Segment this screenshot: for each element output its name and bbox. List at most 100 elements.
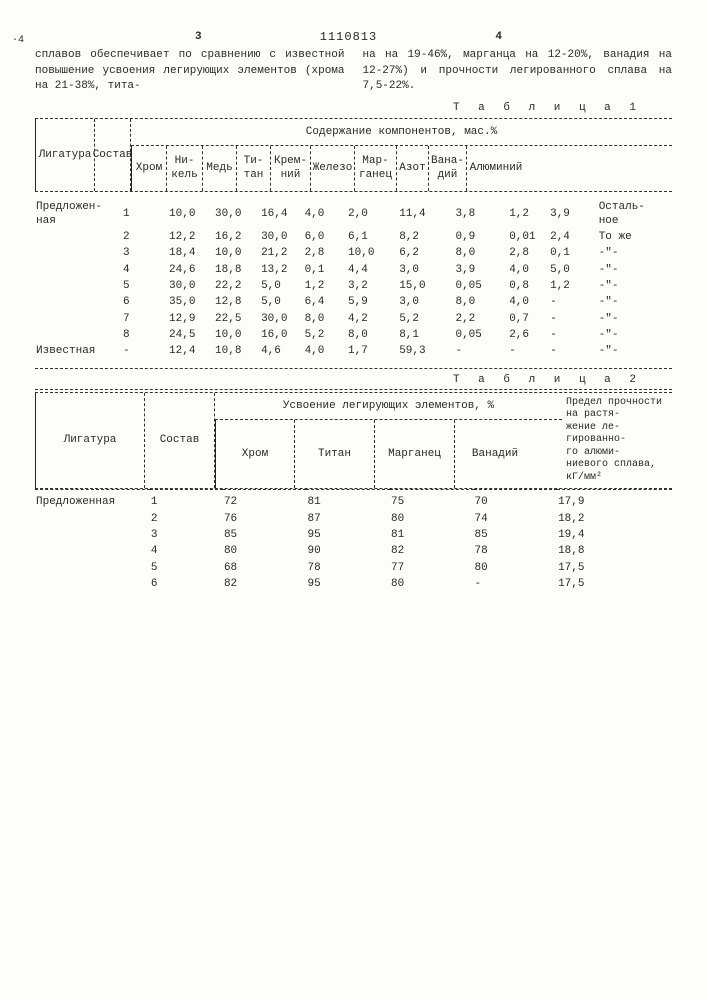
cell: 6,1	[347, 229, 398, 245]
cell: 1,2	[549, 278, 598, 294]
cell: 10,0	[214, 245, 260, 261]
cell: 90	[306, 543, 390, 559]
cell: 21,2	[260, 245, 303, 261]
cell: 18,4	[168, 245, 214, 261]
t2-group-title: Усвоение легирующих элементов, %	[215, 393, 562, 420]
table-row: 530,022,25,01,23,215,00,050,81,2-"-	[35, 278, 672, 294]
cell: 85	[474, 527, 558, 543]
t1-subcol: Вана-дий	[429, 146, 467, 191]
table2-header: Лигатура Состав Усвоение легирующих элем…	[35, 392, 672, 490]
t1-subcol: Мар-ганец	[355, 146, 397, 191]
cell: 81	[390, 527, 474, 543]
margin-mark: ·4	[12, 34, 24, 47]
intro-paragraph: сплавов обеспечивает по сравнению с изве…	[35, 48, 672, 96]
cell: 2,8	[304, 245, 347, 261]
table1-header: Лигатура Состав Содержание компонентов, …	[35, 118, 672, 192]
cell: 74	[474, 511, 558, 527]
row-sostav: 8	[122, 327, 168, 343]
cell: 2,4	[549, 229, 598, 245]
cell: 87	[306, 511, 390, 527]
cell: 8,0	[454, 245, 508, 261]
cell: 3,0	[398, 294, 454, 310]
row-label	[35, 576, 150, 592]
row-sostav: 6	[122, 294, 168, 310]
table-row: 824,510,016,05,28,08,10,052,6--"-	[35, 327, 672, 343]
table-row: Предложен-ная110,030,016,44,02,011,43,81…	[35, 192, 672, 230]
cell: 3,9	[454, 262, 508, 278]
table-row: 56878778017,5	[35, 560, 672, 576]
cell: 10,0	[168, 192, 214, 230]
row-label	[35, 278, 122, 294]
cell: 68	[223, 560, 307, 576]
cell: 16,4	[260, 192, 303, 230]
cell: 78	[474, 543, 558, 559]
row-sostav: 1	[122, 192, 168, 230]
cell: 4,0	[508, 262, 549, 278]
cell: -	[474, 576, 558, 592]
row-sostav: 5	[122, 278, 168, 294]
cell: -"-	[598, 343, 672, 359]
cell: 2,6	[508, 327, 549, 343]
cell: 72	[223, 494, 307, 510]
cell: 3,2	[347, 278, 398, 294]
table-row: 6829580-17,5	[35, 576, 672, 592]
col-number-4: 4	[495, 30, 502, 46]
cell: 6,4	[304, 294, 347, 310]
cell: 77	[390, 560, 474, 576]
cell: 5,0	[260, 278, 303, 294]
table2-label: Т а б л и ц а 2	[35, 373, 672, 387]
cell: 95	[306, 576, 390, 592]
cell: 82	[390, 543, 474, 559]
table-row: Известная-12,410,84,64,01,759,3----"-	[35, 343, 672, 359]
cell: 17,5	[557, 576, 672, 592]
cell: 78	[306, 560, 390, 576]
cell: 8,2	[398, 229, 454, 245]
cell: 16,0	[260, 327, 303, 343]
cell: 35,0	[168, 294, 214, 310]
cell: 81	[306, 494, 390, 510]
cell: 4,6	[260, 343, 303, 359]
cell: 30,0	[168, 278, 214, 294]
row-label: Предложенная	[35, 494, 150, 510]
cell: 0,1	[549, 245, 598, 261]
cell: 5,2	[304, 327, 347, 343]
cell: 24,6	[168, 262, 214, 278]
cell: 4,0	[304, 343, 347, 359]
cell: 18,8	[214, 262, 260, 278]
cell: 30,0	[260, 229, 303, 245]
cell: 22,2	[214, 278, 260, 294]
cell: То же	[598, 229, 672, 245]
table1-body: Предложен-ная110,030,016,44,02,011,43,81…	[35, 192, 672, 360]
cell: 80	[223, 543, 307, 559]
row-sostav: 3	[150, 527, 223, 543]
cell: 10,0	[347, 245, 398, 261]
row-sostav: 3	[122, 245, 168, 261]
cell: 75	[390, 494, 474, 510]
table-row: 48090827818,8	[35, 543, 672, 559]
row-label	[35, 543, 150, 559]
cell: 6,0	[304, 229, 347, 245]
row-label: Известная	[35, 343, 122, 359]
t1-col-sostav: Состав	[95, 119, 131, 191]
cell: -	[549, 311, 598, 327]
cell: -	[508, 343, 549, 359]
t2-subcol: Титан	[295, 420, 375, 488]
cell: 8,1	[398, 327, 454, 343]
row-label	[35, 311, 122, 327]
table1-label: Т а б л и ц а 1	[35, 101, 672, 115]
table-row: 318,410,021,22,810,06,28,02,80,1-"-	[35, 245, 672, 261]
cell: 0,05	[454, 327, 508, 343]
cell: -	[549, 327, 598, 343]
cell: 5,9	[347, 294, 398, 310]
row-sostav: 2	[150, 511, 223, 527]
cell: 0,8	[508, 278, 549, 294]
t2-col-sostav: Состав	[145, 393, 215, 489]
t2-col-ligatura: Лигатура	[35, 393, 145, 489]
cell: 2,0	[347, 192, 398, 230]
cell: 11,4	[398, 192, 454, 230]
cell: 1,2	[304, 278, 347, 294]
cell: 10,8	[214, 343, 260, 359]
cell: 82	[223, 576, 307, 592]
cell: 0,01	[508, 229, 549, 245]
cell: -"-	[598, 278, 672, 294]
